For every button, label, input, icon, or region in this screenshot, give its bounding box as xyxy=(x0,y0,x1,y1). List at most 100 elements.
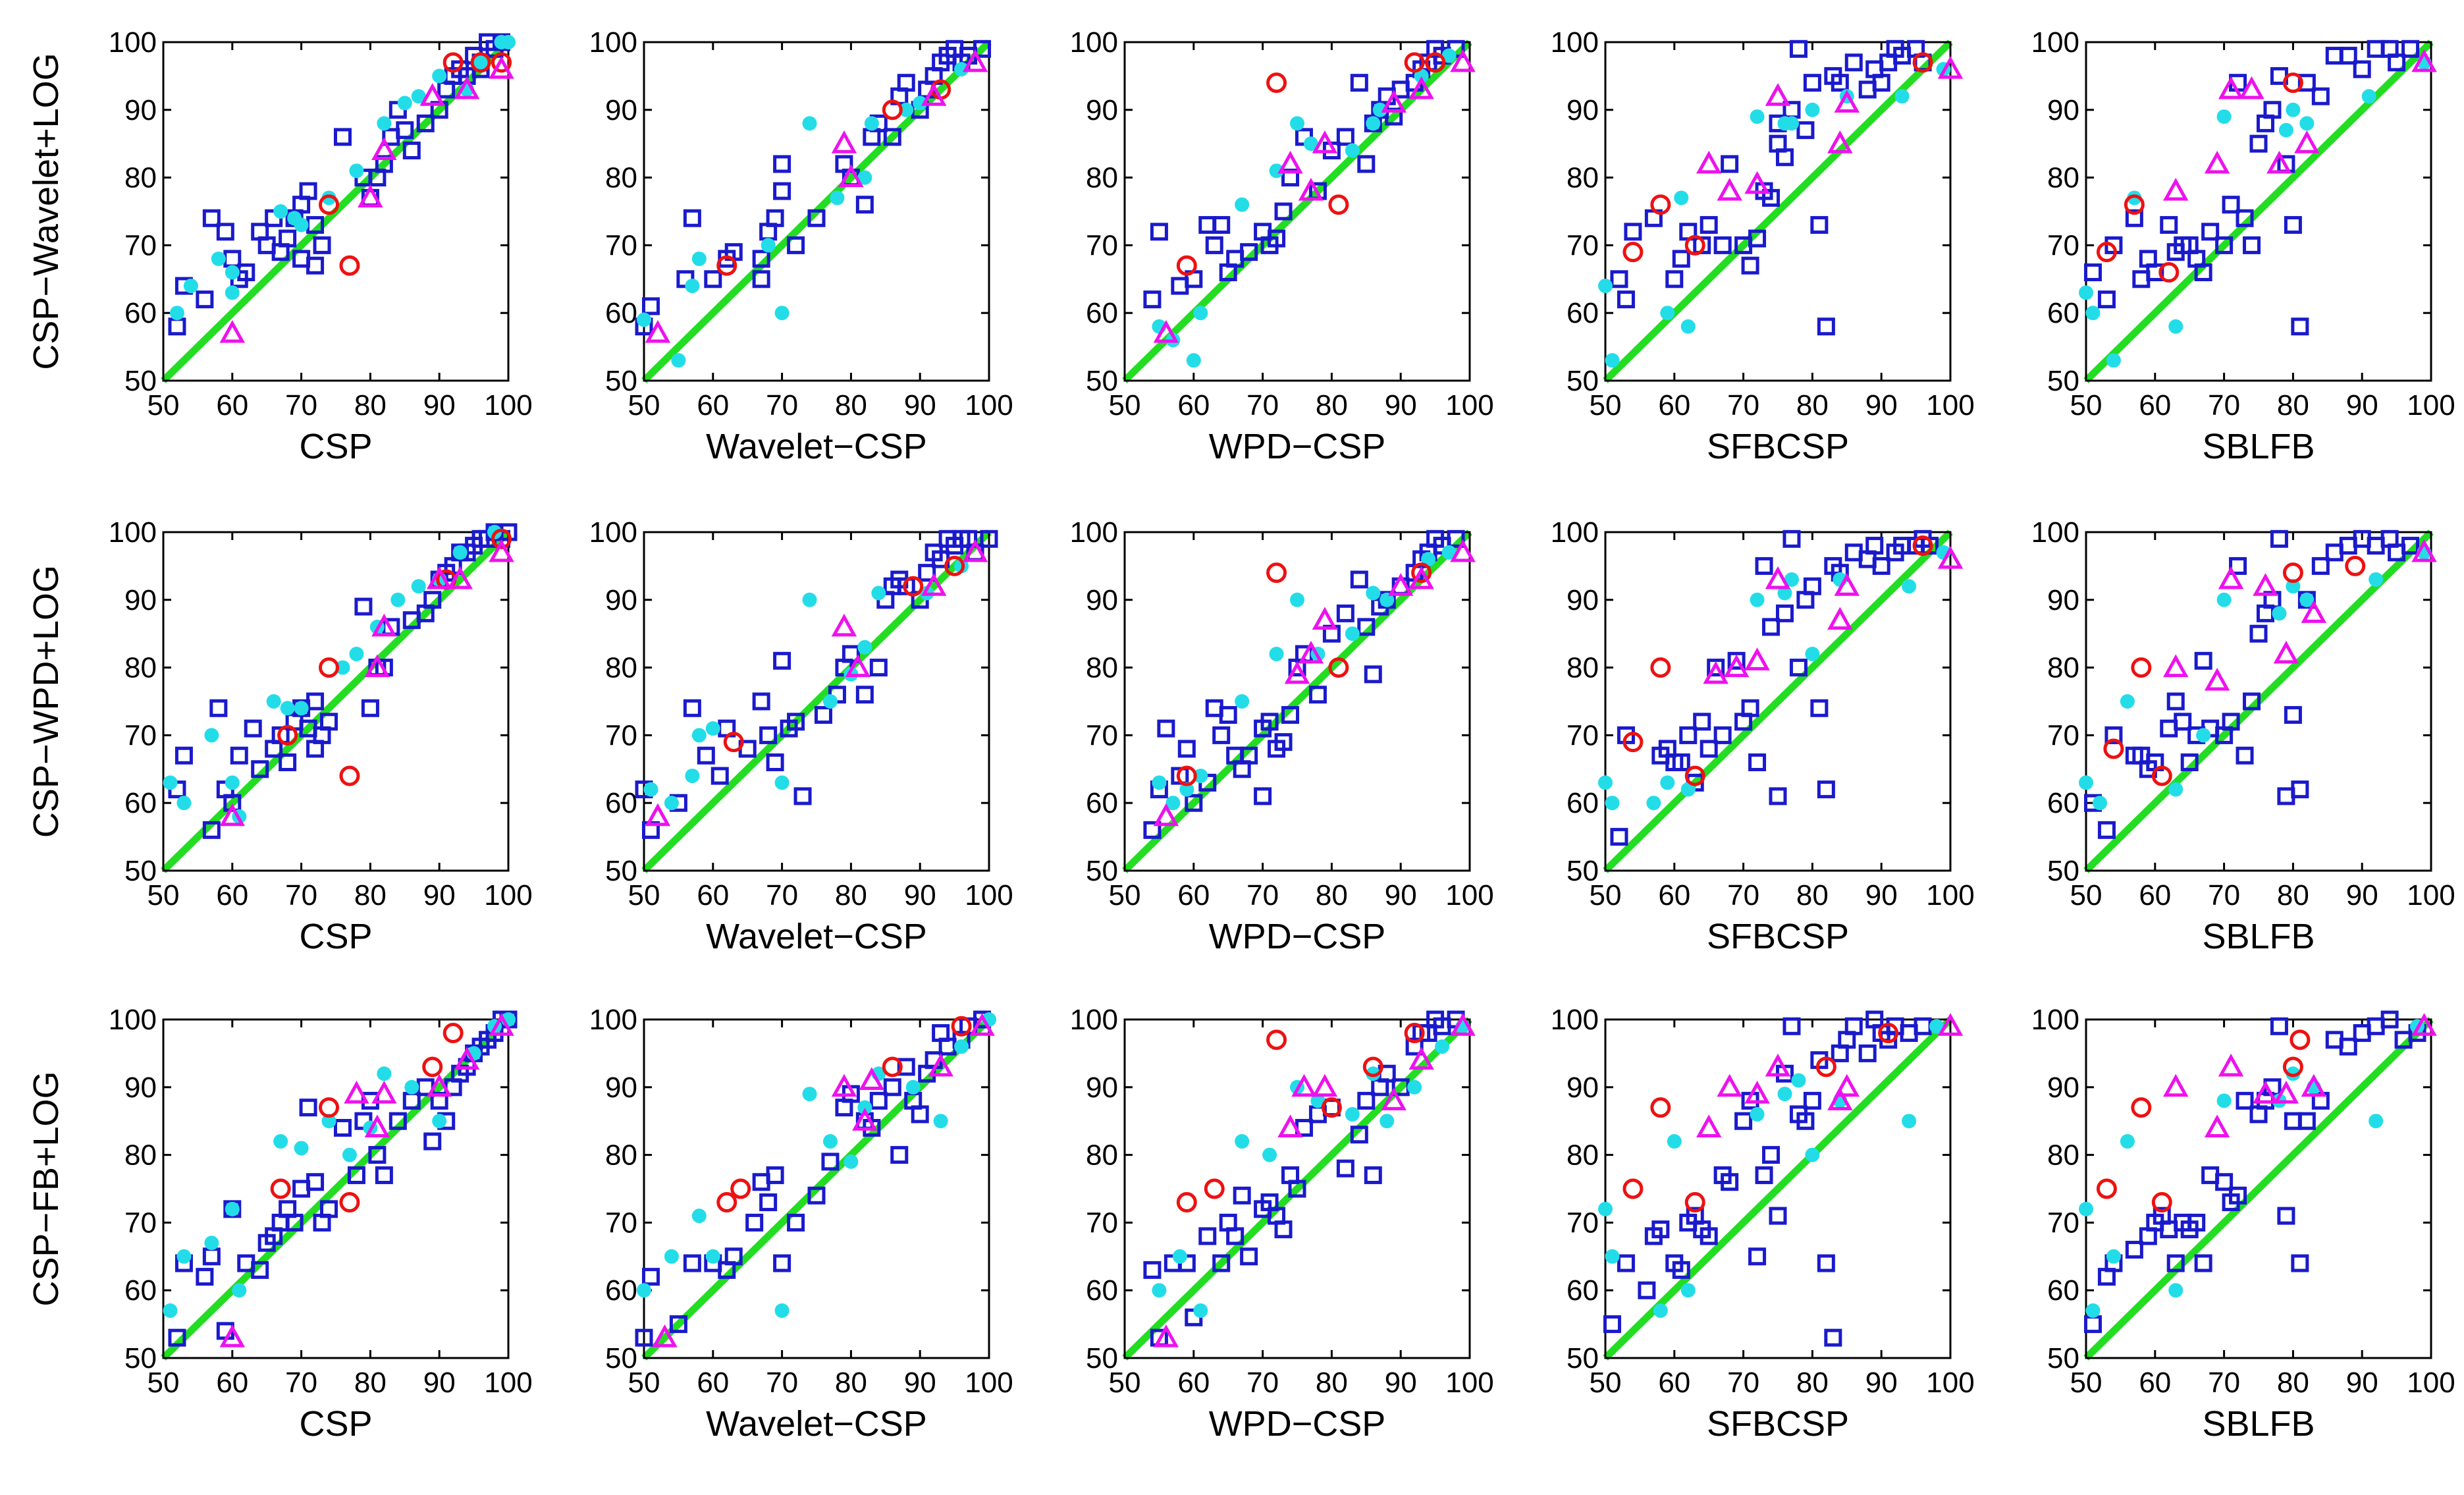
red-circle-point xyxy=(422,1056,443,1077)
triangle-point xyxy=(1408,1046,1434,1070)
square-point xyxy=(1672,250,1690,268)
triangle-point xyxy=(489,1013,514,1036)
red-circle-point xyxy=(1912,52,1933,73)
diagonal-line xyxy=(1603,530,1953,873)
cyan-dot-point xyxy=(2369,572,2384,587)
cyan-dot-point xyxy=(169,306,184,321)
x-tick-label: 70 xyxy=(1246,1367,1279,1399)
y-tick-label: 100 xyxy=(589,516,637,549)
x-tick-label: 90 xyxy=(1385,389,1417,421)
y-tick-label: 80 xyxy=(2047,652,2079,684)
triangle-point xyxy=(371,613,397,637)
red-circle-point xyxy=(1650,194,1671,215)
y-tick-label: 50 xyxy=(1567,365,1599,397)
y-tick-label: 60 xyxy=(2047,1274,2079,1307)
cyan-dot-point xyxy=(1605,353,1620,368)
cyan-dot-point xyxy=(2196,728,2211,743)
square-point xyxy=(1233,1186,1251,1205)
x-tick-label: 50 xyxy=(1109,389,1141,421)
cyan-dot-point xyxy=(2168,319,2183,334)
diagonal-line xyxy=(1122,1017,1472,1361)
red-circle-point xyxy=(1411,562,1432,584)
y-axis-label: CSP−WPD+LOG xyxy=(26,565,66,838)
triangle-point xyxy=(2253,1080,2278,1104)
cyan-dot-point xyxy=(1345,1106,1360,1122)
triangle-point xyxy=(1703,661,1728,684)
square-point xyxy=(1260,713,1279,731)
y-tick-label: 90 xyxy=(605,584,637,616)
cyan-dot-point xyxy=(905,1079,921,1095)
cyan-dot-point xyxy=(204,1236,219,1251)
square-point xyxy=(2222,196,2240,214)
cyan-dot-point xyxy=(774,1303,790,1318)
y-tick-label: 90 xyxy=(1567,584,1599,616)
cyan-dot-point xyxy=(1435,1039,1450,1054)
square-point xyxy=(897,74,915,92)
square-point xyxy=(306,1173,325,1191)
cyan-dot-point xyxy=(2168,782,2183,797)
cyan-dot-point xyxy=(1805,647,1820,662)
square-point xyxy=(766,1166,784,1184)
square-point xyxy=(1721,155,1739,173)
square-point xyxy=(1357,618,1376,636)
square-point xyxy=(918,564,936,582)
cyan-dot-point xyxy=(2361,89,2376,104)
triangle-point xyxy=(1277,150,1303,174)
triangle-point xyxy=(2411,1013,2437,1036)
cyan-dot-point xyxy=(2106,353,2121,368)
x-axis-label: WPD−CSP xyxy=(1209,917,1386,956)
square-point xyxy=(2311,87,2330,105)
cyan-dot-point xyxy=(830,190,845,205)
red-circle-point xyxy=(1684,234,1705,256)
square-point xyxy=(1707,659,1725,677)
cyan-dot-point xyxy=(774,775,790,790)
y-tick-label: 50 xyxy=(1086,855,1118,887)
triangle-point xyxy=(831,613,857,637)
square-point xyxy=(2194,263,2212,282)
cyan-dot-point xyxy=(1310,1093,1326,1108)
x-tick-label: 100 xyxy=(2407,389,2455,421)
square-point xyxy=(1336,1159,1354,1178)
triangle-point xyxy=(1696,1114,1722,1137)
red-circle-point xyxy=(319,657,340,678)
cyan-dot-point xyxy=(871,585,886,601)
square-point xyxy=(1610,270,1628,288)
y-tick-label: 70 xyxy=(1567,719,1599,751)
square-point xyxy=(2353,60,2371,78)
x-axis-label: SBLFB xyxy=(2202,427,2315,466)
square-point xyxy=(1212,726,1231,744)
square-point xyxy=(1205,236,1223,254)
x-tick-label: 50 xyxy=(1590,1367,1622,1399)
square-point xyxy=(1789,659,1808,677)
triangle-point xyxy=(1153,1324,1179,1347)
y-tick-label: 60 xyxy=(1567,1274,1599,1307)
x-tick-label: 100 xyxy=(1926,1367,1974,1399)
cyan-dot-point xyxy=(1680,782,1696,797)
triangle-point xyxy=(859,1067,885,1091)
x-tick-label: 60 xyxy=(2139,879,2171,911)
x-tick-label: 100 xyxy=(1445,389,1493,421)
cyan-dot-point xyxy=(2216,1093,2232,1108)
square-point xyxy=(890,1146,909,1164)
square-point xyxy=(2097,821,2116,839)
triangle-point xyxy=(1408,566,1434,589)
square-point xyxy=(1603,1315,1621,1334)
triangle-point xyxy=(219,803,246,827)
cyan-dot-point xyxy=(691,728,707,743)
square-point xyxy=(1803,1091,1821,1110)
square-point xyxy=(202,821,221,839)
square-point xyxy=(814,706,832,724)
red-circle-point xyxy=(903,576,924,597)
cyan-dot-point xyxy=(1750,1106,1765,1122)
cyan-dot-point xyxy=(1605,796,1620,811)
square-point xyxy=(1679,726,1698,744)
y-tick-label: 70 xyxy=(1086,229,1118,261)
triangle-point xyxy=(454,1046,480,1070)
x-tick-label: 60 xyxy=(1177,879,1210,911)
x-tick-label: 70 xyxy=(2208,1367,2240,1399)
y-tick-label: 80 xyxy=(1567,1139,1599,1172)
triangle-point xyxy=(489,539,514,562)
y-tick-label: 70 xyxy=(2047,229,2079,261)
y-tick-label: 80 xyxy=(1086,652,1118,684)
square-point xyxy=(1782,1017,1801,1035)
